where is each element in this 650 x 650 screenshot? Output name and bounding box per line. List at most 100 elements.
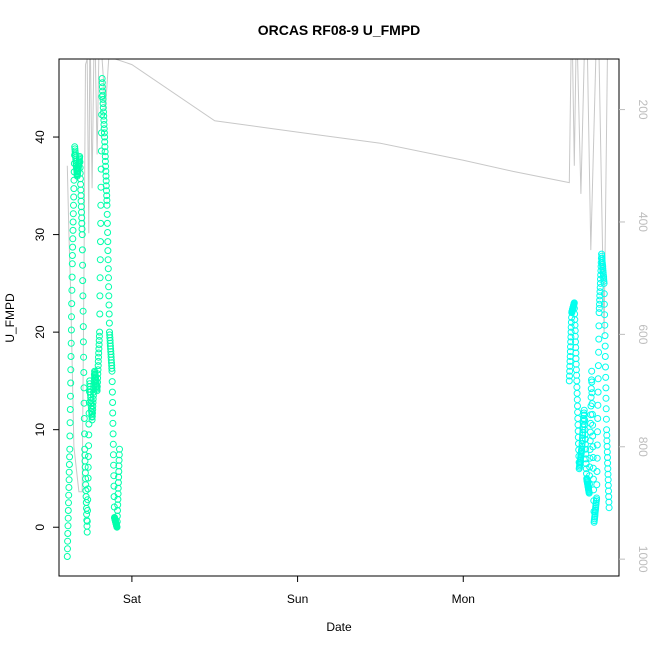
data-point [64, 514, 72, 522]
y-axis-label: U_FMPD [3, 293, 17, 343]
data-point [66, 406, 74, 413]
data-point [83, 517, 91, 525]
data-point [66, 432, 74, 440]
data-point [601, 342, 609, 350]
data-point [79, 277, 87, 285]
data-point [97, 147, 105, 155]
data-point [596, 292, 604, 300]
data-point [84, 453, 92, 460]
data-point [601, 332, 609, 340]
data-point [567, 343, 574, 351]
x-tick-label: Sat [123, 592, 142, 606]
data-point [69, 210, 77, 218]
data-point [602, 394, 610, 402]
data-point [605, 504, 613, 512]
data-point [602, 363, 609, 371]
data-point [98, 75, 106, 82]
data-points-layer [63, 75, 613, 560]
data-point [65, 476, 73, 484]
data-point [572, 355, 580, 363]
data-point [600, 279, 608, 287]
data-point [67, 339, 75, 347]
data-point [104, 247, 112, 255]
data-point [80, 353, 88, 361]
x-axis: Sat Sun Mon [123, 576, 475, 606]
data-point [96, 328, 104, 336]
data-point [84, 474, 92, 482]
data-point [109, 430, 117, 438]
y-tick-label: 40 [33, 130, 47, 144]
data-point [574, 402, 581, 410]
data-point [80, 369, 88, 376]
y-right-tick-label: 600 [636, 324, 650, 344]
data-point [566, 372, 573, 380]
data-point [77, 180, 85, 188]
data-point [104, 238, 112, 246]
data-point [96, 256, 104, 264]
data-point [572, 360, 580, 368]
data-point [67, 326, 75, 334]
data-point [601, 321, 609, 329]
data-point [103, 210, 111, 218]
data-point [601, 353, 609, 360]
data-point [600, 290, 608, 298]
data-point [602, 373, 610, 381]
data-point [585, 480, 593, 488]
data-point [596, 279, 604, 287]
data-point [102, 182, 110, 190]
data-point [69, 243, 77, 251]
data-point [97, 201, 105, 209]
x-tick-label: Mon [452, 592, 475, 606]
data-point [64, 530, 72, 537]
data-point [97, 238, 104, 246]
data-point [105, 310, 113, 318]
data-point [593, 454, 601, 462]
data-point [582, 465, 590, 473]
series-1-points [63, 75, 123, 560]
data-point [581, 435, 589, 443]
data-point [104, 265, 112, 273]
data-point [602, 415, 610, 423]
data-point [68, 300, 76, 308]
data-point [68, 273, 76, 281]
data-point [105, 283, 113, 291]
data-point [89, 406, 97, 413]
data-point [95, 349, 103, 357]
data-point [596, 284, 604, 291]
data-point [101, 138, 109, 146]
data-point [109, 419, 117, 427]
data-point [571, 332, 579, 340]
data-point [67, 392, 74, 400]
data-point [566, 357, 574, 365]
data-point [109, 399, 117, 406]
y-right-tick-label: 200 [636, 100, 650, 120]
data-point [574, 415, 582, 422]
data-point [604, 459, 612, 467]
data-point [65, 499, 72, 507]
data-point [589, 454, 597, 461]
data-point [103, 196, 111, 204]
data-point [103, 192, 111, 200]
data-point [589, 421, 597, 429]
series-2-points [565, 250, 613, 526]
data-point [95, 332, 103, 340]
data-point [586, 472, 593, 480]
data-point [69, 226, 77, 234]
data-point [88, 416, 96, 424]
data-point [77, 203, 85, 211]
data-point [98, 79, 106, 87]
data-point [69, 235, 77, 243]
data-point [105, 301, 113, 309]
data-point [65, 461, 73, 468]
data-point [70, 185, 78, 193]
data-point [96, 292, 104, 300]
data-point [603, 426, 611, 434]
data-point [101, 143, 109, 151]
data-point [115, 468, 123, 475]
data-point [109, 440, 117, 448]
data-point [94, 357, 102, 365]
data-point [95, 345, 103, 353]
data-point [574, 408, 582, 416]
data-point [79, 261, 87, 269]
data-point [573, 377, 581, 385]
